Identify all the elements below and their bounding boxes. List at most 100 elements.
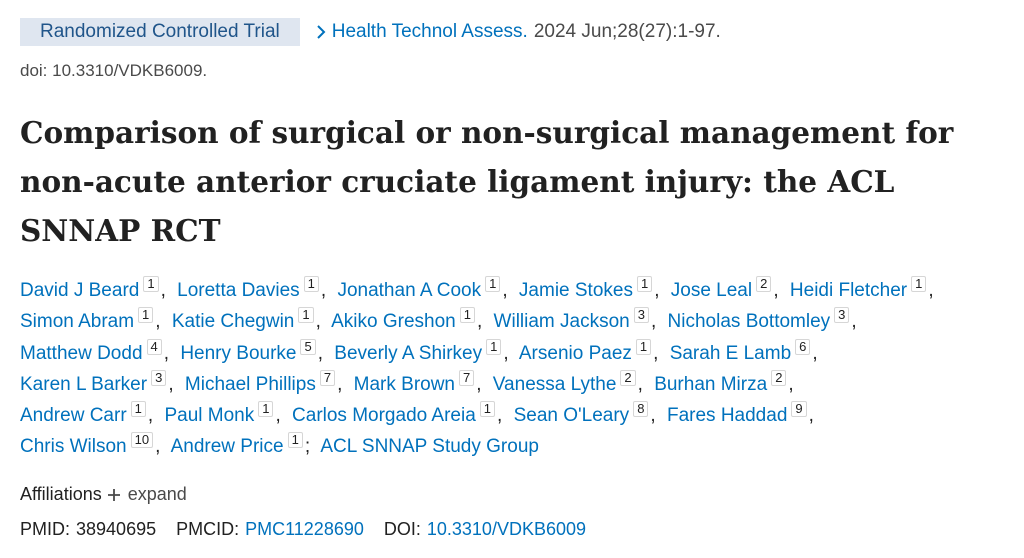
affiliation-number[interactable]: 1 bbox=[143, 276, 159, 292]
separator: , bbox=[928, 280, 934, 301]
author: Karen L Barker 3, bbox=[20, 369, 180, 395]
affiliation-number[interactable]: 9 bbox=[791, 401, 807, 418]
separator: ; bbox=[304, 436, 311, 458]
author-name[interactable]: Jonathan A Cook bbox=[337, 280, 482, 301]
author-name[interactable]: Andrew Price bbox=[170, 436, 284, 458]
author: Fares Haddad 9, bbox=[666, 401, 820, 427]
author-name[interactable]: Burhan Mirza bbox=[654, 373, 768, 395]
plus-icon[interactable] bbox=[102, 487, 124, 503]
identifier-label: DOI: bbox=[383, 519, 421, 539]
affiliation-number[interactable]: 7 bbox=[319, 369, 336, 386]
author-name[interactable]: Chris Wilson bbox=[20, 436, 127, 458]
affiliation-number[interactable]: 1 bbox=[479, 401, 496, 418]
author: Michael Phillips 7, bbox=[184, 369, 348, 395]
affiliation-number[interactable]: 1 bbox=[485, 276, 501, 292]
identifier-value: 38940695 bbox=[76, 519, 157, 539]
author-name[interactable]: Matthew Dodd bbox=[20, 342, 143, 364]
separator: , bbox=[155, 311, 161, 333]
affiliation-number[interactable]: 7 bbox=[459, 369, 475, 386]
author-name[interactable]: Heidi Fletcher bbox=[789, 280, 908, 301]
author-name[interactable]: Beverly A Shirkey bbox=[334, 342, 483, 364]
affiliation-number[interactable]: 1 bbox=[130, 401, 146, 418]
affiliation-number[interactable]: 3 bbox=[151, 369, 167, 386]
author-name[interactable]: Sean O'Leary bbox=[513, 405, 630, 427]
affiliation-number[interactable]: 2 bbox=[620, 369, 636, 386]
author: Simon Abram 1, bbox=[20, 307, 167, 333]
separator: , bbox=[503, 342, 509, 364]
author-name[interactable]: Nicholas Bottomley bbox=[667, 311, 831, 333]
author-name[interactable]: Henry Bourke bbox=[180, 342, 297, 364]
author: Jonathan A Cook 1, bbox=[337, 276, 513, 301]
separator: , bbox=[650, 311, 657, 333]
author: Chris Wilson 10, bbox=[20, 432, 166, 458]
affiliation-number[interactable]: 1 bbox=[636, 276, 653, 292]
author: Nicholas Bottomley 3, bbox=[667, 307, 863, 333]
chevron-icon bbox=[317, 25, 326, 39]
author: Matthew Dodd 4, bbox=[20, 338, 175, 364]
affiliation-number[interactable]: 1 bbox=[138, 307, 154, 324]
separator: , bbox=[147, 405, 154, 427]
affiliation-number[interactable]: 4 bbox=[146, 338, 162, 355]
separator: , bbox=[653, 342, 659, 364]
author: Carlos Morgado Areia 1, bbox=[292, 401, 508, 427]
author-name[interactable]: Simon Abram bbox=[20, 311, 135, 333]
affiliation-number[interactable]: 5 bbox=[300, 338, 316, 355]
author-name[interactable]: Fares Haddad bbox=[666, 405, 788, 427]
affiliation-number[interactable]: 8 bbox=[633, 401, 649, 418]
author-name[interactable]: Arsenio Paez bbox=[518, 342, 632, 364]
author: Arsenio Paez 1, bbox=[518, 338, 665, 364]
author: Andrew Carr 1, bbox=[20, 401, 159, 427]
author-name[interactable]: Akiko Greshon bbox=[331, 311, 456, 333]
separator: , bbox=[160, 280, 166, 301]
affiliation-number[interactable]: 2 bbox=[771, 369, 787, 386]
identifier-label: PMCID: bbox=[176, 519, 240, 539]
affiliation-number[interactable]: 1 bbox=[303, 276, 319, 292]
separator: , bbox=[320, 280, 327, 301]
identifier-value[interactable]: PMC11228690 bbox=[245, 519, 364, 539]
author-name[interactable]: Jose Leal bbox=[670, 280, 753, 301]
separator: , bbox=[851, 311, 857, 333]
separator: , bbox=[168, 373, 174, 395]
separator: , bbox=[502, 280, 508, 301]
affiliation-number[interactable]: 1 bbox=[911, 276, 927, 292]
author-name[interactable]: Andrew Carr bbox=[20, 405, 127, 427]
affiliation-number[interactable]: 3 bbox=[633, 307, 649, 324]
affiliation-number[interactable]: 3 bbox=[834, 307, 850, 324]
author-name[interactable]: William Jackson bbox=[493, 311, 630, 333]
doi-line: doi: 10.3310/VDKB6009. bbox=[20, 61, 208, 80]
author-name[interactable]: Jamie Stokes bbox=[518, 280, 633, 301]
separator: , bbox=[476, 373, 482, 395]
author-name[interactable]: Loretta Davies bbox=[177, 280, 300, 301]
affiliation-number[interactable]: 6 bbox=[795, 338, 811, 355]
affiliation-number[interactable]: 1 bbox=[635, 338, 652, 355]
author: Sarah E Lamb 6, bbox=[669, 338, 824, 364]
author: Burhan Mirza 2, bbox=[654, 369, 800, 395]
affiliation-number[interactable]: 1 bbox=[298, 307, 314, 324]
author-name[interactable]: Katie Chegwin bbox=[171, 311, 295, 333]
affiliation-number[interactable]: 2 bbox=[756, 276, 772, 292]
identifier-value[interactable]: 10.3310/VDKB6009 bbox=[426, 519, 587, 539]
author-name[interactable]: Sarah E Lamb bbox=[669, 342, 792, 364]
affiliations: Affiliations expand bbox=[20, 484, 187, 505]
separator: , bbox=[317, 342, 323, 364]
affiliation-number[interactable]: 1 bbox=[459, 307, 475, 324]
separator: , bbox=[163, 342, 170, 364]
author-name[interactable]: Paul Monk bbox=[164, 405, 255, 427]
author-name[interactable]: Michael Phillips bbox=[184, 373, 316, 395]
journal-link[interactable]: Health Technol Assess. bbox=[331, 21, 528, 42]
author-name[interactable]: Mark Brown bbox=[353, 373, 455, 395]
affiliation-number[interactable]: 1 bbox=[258, 401, 274, 418]
affiliation-number[interactable]: 1 bbox=[287, 432, 303, 449]
author-name[interactable]: David J Beard bbox=[20, 280, 140, 301]
expand-toggle[interactable]: expand bbox=[127, 484, 187, 504]
author: Henry Bourke 5, bbox=[180, 338, 329, 364]
study-group[interactable]: ACL SNNAP Study Group bbox=[320, 436, 539, 458]
affiliation-number[interactable]: 10 bbox=[130, 432, 154, 449]
affiliation-number[interactable]: 1 bbox=[486, 338, 502, 355]
separator: , bbox=[155, 436, 161, 458]
separator: , bbox=[773, 280, 779, 301]
author-name[interactable]: Vanessa Lythe bbox=[492, 373, 617, 395]
author-name[interactable]: Karen L Barker bbox=[20, 373, 148, 395]
author-name[interactable]: Carlos Morgado Areia bbox=[292, 405, 476, 427]
